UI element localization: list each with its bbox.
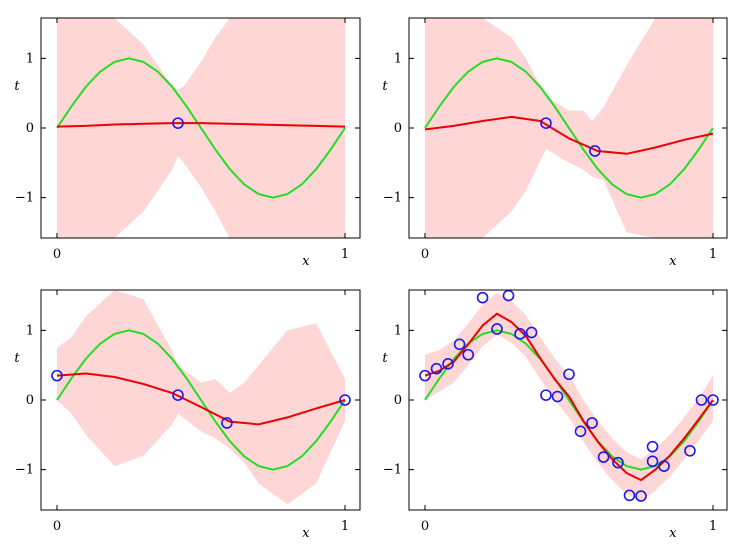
data-point (172, 117, 184, 129)
true-function-line (56, 329, 346, 471)
data-point (612, 456, 624, 469)
panel-top-left: −1 0 1 0 1 x t (14, 17, 361, 269)
uncertainty-band (57, 290, 345, 505)
data-point (221, 417, 233, 429)
y-tick-label: 1 (26, 51, 34, 66)
data-point (589, 145, 601, 157)
data-point (551, 390, 564, 403)
y-tick-label: −1 (383, 191, 402, 206)
x-tick-label: 0 (53, 519, 61, 534)
y-tick-label: 1 (26, 323, 34, 338)
y-axis-label: t (382, 351, 388, 366)
x-axis-label: x (302, 526, 310, 541)
data-point (623, 489, 636, 502)
y-tick-label: −1 (383, 463, 402, 478)
y-tick-label: 0 (394, 393, 402, 408)
predictive-mean-line (424, 115, 714, 155)
y-axis-label: t (14, 79, 20, 94)
plot-area (56, 18, 346, 238)
data-point (419, 369, 431, 382)
data-point (597, 451, 610, 463)
data-point (339, 394, 351, 406)
data-point (491, 323, 503, 335)
x-tick-label: 1 (341, 247, 349, 262)
x-tick-label: 1 (709, 247, 717, 262)
panel-bottom-left: −1 0 1 0 1 x t (14, 289, 361, 541)
data-point (514, 328, 526, 340)
x-tick-label: 0 (421, 247, 429, 262)
data-point (574, 425, 587, 438)
data-point (540, 389, 552, 401)
data-point (525, 326, 538, 339)
true-function-line (424, 57, 714, 199)
data-point (635, 490, 647, 502)
y-tick-label: −1 (15, 191, 34, 206)
data-point (707, 394, 719, 406)
true-function-line (56, 57, 346, 199)
x-tick-label: 0 (53, 247, 61, 262)
y-tick-label: 1 (394, 51, 402, 66)
y-tick-label: 0 (394, 121, 402, 136)
x-axis-label: x (669, 254, 677, 269)
data-point (51, 369, 63, 382)
plot-area (419, 290, 719, 502)
data-point (646, 455, 659, 468)
data-point (658, 460, 670, 472)
data-point (476, 291, 489, 304)
data-point (453, 338, 466, 351)
y-tick-label: 0 (26, 393, 34, 408)
predictive-mean-line (56, 122, 346, 128)
y-axis-label: t (382, 79, 388, 94)
predictive-mean-line (424, 312, 714, 482)
data-point (586, 417, 598, 429)
data-point (430, 362, 443, 375)
data-point (442, 357, 454, 370)
y-tick-label: 0 (26, 121, 34, 136)
y-tick-label: −1 (15, 463, 34, 478)
x-tick-label: 0 (421, 519, 429, 534)
x-axis-label: x (302, 254, 310, 269)
x-tick-label: 1 (709, 519, 717, 534)
data-point (563, 368, 575, 381)
panel-top-right: −1 0 1 0 1 x t (382, 17, 728, 269)
data-point (695, 394, 708, 406)
data-point (540, 117, 552, 129)
y-axis-label: t (14, 351, 20, 366)
plot-area (51, 290, 351, 505)
data-point (502, 290, 515, 302)
data-point (172, 389, 184, 401)
data-point (462, 348, 475, 361)
x-axis-label: x (669, 526, 677, 541)
y-tick-label: 1 (394, 323, 402, 338)
data-point (646, 440, 659, 453)
data-point (684, 445, 696, 457)
x-tick-label: 1 (341, 519, 349, 534)
predictive-mean-line (56, 372, 346, 426)
panel-bottom-right: −1 0 1 0 1 x t (382, 289, 728, 541)
plot-area (424, 18, 714, 238)
